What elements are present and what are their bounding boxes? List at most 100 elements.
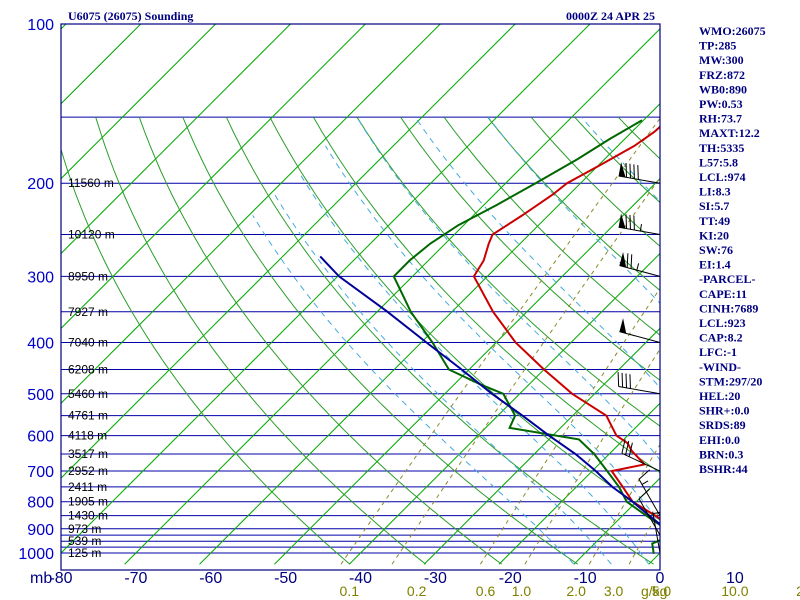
dry-adiabat — [793, 117, 800, 564]
wind-barbs — [617, 162, 661, 554]
mixing-ratio-line — [588, 443, 660, 565]
isotherm-line — [61, 24, 516, 479]
height-label: 973 m — [68, 522, 101, 536]
wind-barb-flag — [621, 439, 626, 454]
wind-barb-half — [641, 480, 649, 485]
index-item: LFC:-1 — [699, 345, 737, 359]
height-label: 4761 m — [68, 409, 108, 423]
isotherm-line — [573, 477, 660, 565]
temperature-tick-label: -80 — [49, 570, 72, 587]
mixing-ratio-label: 3.0 — [604, 583, 624, 599]
profile-line-0 — [472, 125, 660, 520]
index-item: TP:285 — [699, 39, 736, 53]
moist-adiabat — [580, 116, 660, 203]
wind-barb — [638, 488, 661, 536]
wind-barb-pennant — [619, 318, 627, 334]
height-label: 2952 m — [68, 464, 108, 478]
height-label: 11560 m — [68, 176, 114, 190]
isotherm-line — [61, 24, 217, 180]
wind-barb — [619, 252, 661, 277]
isotherm-line — [61, 24, 142, 105]
wind-barb — [617, 372, 661, 395]
index-item: TT:49 — [699, 214, 730, 228]
mixing-ratio-line — [524, 348, 660, 565]
index-item: SRDS:89 — [699, 418, 746, 432]
isotherm-line — [61, 24, 441, 404]
index-item: BSHR:44 — [699, 462, 748, 476]
wind-barb-half — [639, 224, 643, 232]
pressure-tick-label: 600 — [27, 429, 54, 446]
mixing-ratio-label: 20.0 — [796, 583, 800, 599]
temperature-tick-label: -50 — [274, 570, 297, 587]
index-item: -WIND- — [699, 360, 741, 374]
wind-barb-staff — [638, 498, 661, 536]
wind-barb-flag — [633, 164, 635, 179]
isotherm-line — [0, 0, 15, 564]
wind-barb-flag — [628, 442, 633, 457]
wind-barb-flag — [617, 372, 620, 387]
isotherm-line — [498, 402, 660, 565]
wind-barb-half — [652, 511, 661, 515]
temperature-tick-label: 0 — [656, 570, 665, 587]
dry-adiabat — [487, 116, 660, 292]
mixing-ratio-unit: g/kg — [641, 583, 667, 599]
isotherm-line — [61, 24, 367, 330]
isotherm-line — [124, 28, 660, 565]
index-item: EHI:0.0 — [699, 433, 740, 447]
dry-adiabat — [313, 116, 660, 474]
stability-indices-panel: WMO:26075TP:285MW:300FRZ:872WB0:890PW:0.… — [699, 24, 766, 476]
plot-frame — [60, 23, 661, 571]
sounding-profiles — [319, 119, 660, 555]
pressure-tick-label: 200 — [27, 176, 54, 193]
dry-adiabat — [61, 147, 351, 565]
height-label: 4118 m — [68, 429, 107, 443]
dry-adiabat — [400, 116, 660, 381]
wind-barb-staff — [638, 479, 661, 516]
index-item: WB0:890 — [699, 82, 747, 96]
pressure-tick-label: 700 — [27, 464, 54, 481]
mixing-ratio-label: 10.0 — [721, 583, 748, 599]
height-label: 125 m — [68, 546, 101, 560]
dry-adiabat — [574, 116, 660, 204]
temperature-tick-label: -30 — [424, 570, 447, 587]
temperature-tick-label: -70 — [124, 570, 147, 587]
index-item: LCL:974 — [699, 170, 746, 184]
height-label: 2411 m — [68, 480, 107, 494]
wind-barb-pennant — [619, 252, 627, 268]
wind-barb-flag — [629, 163, 631, 179]
index-item: BRN:0.3 — [699, 447, 743, 461]
height-label: 7927 m — [68, 305, 108, 319]
pressure-tick-label: 300 — [27, 269, 54, 286]
index-item: EI:1.4 — [699, 258, 731, 272]
chart-timestamp: 0000Z 24 APR 25 — [566, 9, 655, 23]
dry-adiabat — [225, 116, 654, 565]
moist-adiabat — [325, 145, 660, 525]
wind-barb-flag — [625, 163, 628, 178]
pressure-tick-label: 400 — [27, 335, 54, 352]
wind-barb-flag — [626, 253, 629, 268]
isotherm-line — [423, 327, 660, 565]
mixing-ratio-label: 0.1 — [340, 583, 360, 599]
index-item: SI:5.7 — [699, 199, 729, 213]
wind-barb-flag — [625, 214, 628, 229]
index-item: HEL:20 — [699, 389, 740, 403]
index-item: WMO:26075 — [699, 24, 766, 38]
height-label: 6208 m — [68, 363, 108, 377]
profile-line-2 — [319, 255, 660, 526]
moist-adiabat — [252, 215, 575, 565]
moist-adiabat — [298, 171, 650, 565]
profile-line-1 — [392, 119, 660, 555]
isotherm-line — [61, 24, 292, 255]
index-item: MAXT:12.2 — [699, 126, 760, 140]
temperature-tick-label: -20 — [499, 570, 522, 587]
index-item: SW:76 — [699, 243, 733, 257]
temperature-tick-label: -60 — [199, 570, 222, 587]
dry-adiabat — [530, 116, 660, 247]
wind-barb-flag — [638, 469, 650, 480]
index-item: -PARCEL- — [699, 272, 755, 286]
index-item: LCL:923 — [699, 316, 746, 330]
mixing-ratio-line — [340, 117, 660, 565]
pressure-tick-label: 100 — [27, 17, 54, 34]
dry-adiabat — [95, 117, 427, 565]
height-label: 1905 m — [68, 495, 108, 509]
